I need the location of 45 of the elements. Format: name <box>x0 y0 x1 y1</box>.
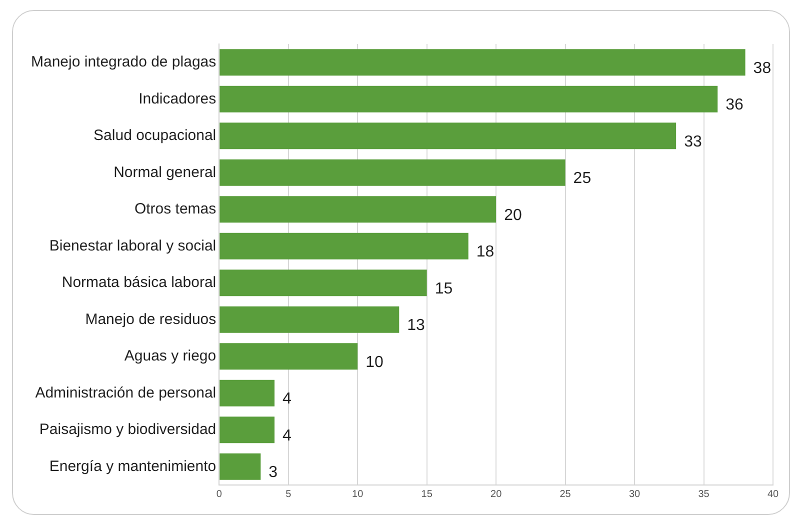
bar <box>220 232 468 260</box>
bar <box>220 380 275 406</box>
y-tick-label: Aguas y riego <box>124 348 216 365</box>
y-tick-label: Normata básica laboral <box>62 274 216 292</box>
y-tick-label: Indicadores <box>138 90 216 108</box>
x-tick-label: 30 <box>628 488 641 500</box>
y-tick-label: Manejo de residuos <box>85 310 216 328</box>
y-tick-label: Salud ocupacional <box>94 127 216 144</box>
data-label: 3 <box>268 464 278 482</box>
x-tick-label: 15 <box>421 488 433 500</box>
bar <box>220 196 496 223</box>
data-label: 13 <box>407 317 426 334</box>
y-tick-label: Bienestar laboral y social <box>49 237 216 254</box>
data-label: 10 <box>366 354 384 371</box>
y-tick-label: Otros temas <box>134 200 216 218</box>
data-label: 33 <box>684 133 702 150</box>
bar <box>220 86 718 112</box>
y-tick-label: Energía y mantenimiento <box>49 458 216 475</box>
x-tick-label: 5 <box>286 488 292 500</box>
data-label: 38 <box>753 60 772 77</box>
data-label: 20 <box>504 206 522 224</box>
data-label: 25 <box>573 170 592 188</box>
x-tick-label: 20 <box>490 488 502 500</box>
data-label: 36 <box>726 96 744 114</box>
bar <box>220 270 427 296</box>
bar <box>220 416 275 444</box>
data-label: 4 <box>282 427 292 444</box>
x-tick-label: 35 <box>698 488 710 500</box>
x-tick-label: 40 <box>767 488 779 500</box>
bar <box>220 453 261 480</box>
y-tick-label: Manejo integrado de plagas <box>30 54 216 71</box>
data-label: 18 <box>476 244 494 261</box>
bar <box>220 343 358 370</box>
x-tick-label: 10 <box>352 488 364 500</box>
y-tick-label: Administración de personal <box>35 384 216 402</box>
data-label: 4 <box>282 390 292 408</box>
x-tick-label: 0 <box>216 488 222 500</box>
data-label: 15 <box>434 280 453 298</box>
bar <box>220 306 400 333</box>
x-tick-label: 25 <box>560 488 572 500</box>
bar <box>220 49 746 76</box>
bar <box>220 122 676 150</box>
y-tick-label: Paisajismo y biodiversidad <box>39 421 216 438</box>
bar <box>220 159 566 186</box>
y-tick-label: Normal general <box>114 164 216 181</box>
